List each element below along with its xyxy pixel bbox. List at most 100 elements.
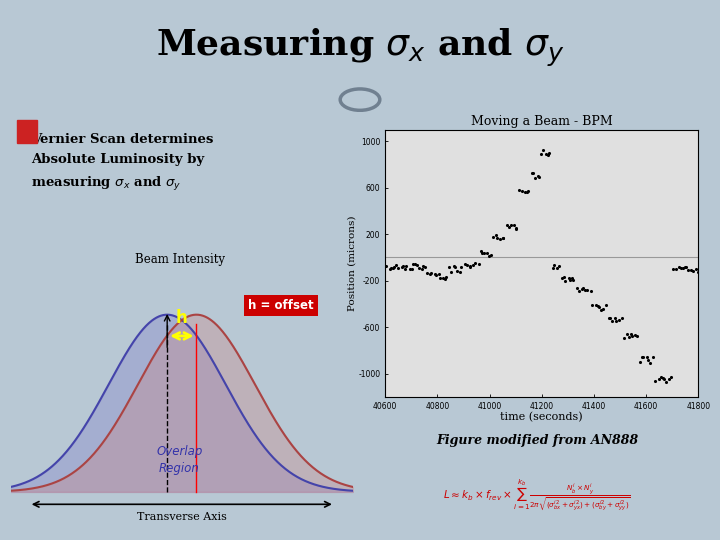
- Point: [548, 261, 559, 270]
- Point: [396, 262, 408, 271]
- Point: [673, 263, 685, 272]
- Point: [685, 266, 697, 274]
- Point: [564, 275, 575, 284]
- Point: [422, 269, 433, 278]
- Point: [445, 267, 456, 276]
- Point: [644, 358, 655, 367]
- Point: [533, 173, 544, 181]
- Point: [692, 267, 703, 276]
- Point: [554, 262, 565, 271]
- Point: [641, 353, 652, 362]
- Point: [536, 150, 547, 158]
- Point: [573, 287, 585, 296]
- Point: [653, 375, 665, 383]
- Point: [603, 314, 614, 322]
- Point: [563, 274, 575, 282]
- Point: [638, 353, 649, 361]
- Point: [556, 274, 567, 282]
- Point: [405, 265, 416, 273]
- Point: [616, 313, 627, 322]
- Point: [577, 285, 588, 293]
- Point: [516, 186, 528, 195]
- Point: [459, 259, 471, 268]
- Point: [400, 262, 412, 271]
- Point: [497, 233, 508, 242]
- Point: [443, 263, 454, 272]
- Point: [469, 259, 481, 267]
- Point: [580, 285, 591, 294]
- Point: [467, 261, 479, 270]
- Point: [629, 330, 640, 339]
- Point: [482, 249, 493, 258]
- Point: [522, 187, 534, 195]
- Point: [658, 375, 670, 383]
- Y-axis label: Position (microns): Position (microns): [348, 215, 357, 311]
- Point: [449, 263, 461, 272]
- Point: [572, 284, 583, 292]
- X-axis label: time (seconds): time (seconds): [500, 412, 583, 422]
- Point: [397, 262, 409, 271]
- Text: Beam Intensity: Beam Intensity: [135, 253, 225, 266]
- Point: [475, 247, 487, 255]
- Point: [690, 264, 701, 273]
- Point: [598, 305, 609, 314]
- Point: [464, 261, 476, 270]
- Point: [566, 273, 577, 282]
- Point: [618, 334, 630, 342]
- Point: [626, 332, 638, 340]
- Title: Moving a Beam - BPM: Moving a Beam - BPM: [471, 116, 613, 129]
- Point: [409, 260, 420, 268]
- Point: [430, 271, 441, 280]
- Point: [585, 287, 597, 296]
- Point: [664, 374, 675, 383]
- Point: [642, 356, 654, 365]
- Point: [400, 265, 411, 274]
- Point: [537, 146, 549, 155]
- Point: [532, 172, 544, 180]
- Point: [660, 377, 672, 386]
- Point: [510, 225, 522, 234]
- Point: [543, 148, 554, 157]
- Point: [540, 150, 552, 159]
- Point: [600, 301, 612, 309]
- Point: [477, 248, 488, 257]
- Text: h: h: [176, 309, 188, 327]
- Point: [657, 374, 669, 383]
- Point: [388, 262, 400, 271]
- Point: [413, 264, 425, 272]
- Point: [688, 267, 699, 276]
- Point: [680, 262, 692, 271]
- Point: [498, 234, 509, 243]
- Point: [416, 265, 428, 273]
- Point: [494, 235, 505, 244]
- Point: [590, 301, 601, 309]
- Point: [683, 266, 694, 274]
- Point: [542, 151, 554, 159]
- Point: [567, 276, 579, 285]
- Point: [406, 265, 418, 274]
- Point: [623, 333, 634, 341]
- Point: [434, 274, 446, 283]
- Bar: [17, 120, 37, 143]
- Point: [649, 377, 661, 386]
- Point: [384, 265, 395, 273]
- Point: [604, 314, 616, 322]
- Point: [392, 264, 404, 273]
- Point: [519, 187, 531, 196]
- Point: [606, 316, 618, 325]
- Point: [478, 248, 490, 257]
- Point: [636, 353, 647, 361]
- Point: [621, 329, 633, 338]
- Point: [440, 273, 451, 281]
- Point: [464, 262, 475, 271]
- Point: [407, 260, 418, 268]
- Point: [508, 221, 519, 230]
- Point: [513, 186, 525, 194]
- Point: [433, 269, 444, 278]
- Point: [625, 330, 636, 339]
- Point: [420, 263, 431, 272]
- Point: [429, 269, 441, 278]
- Text: h = offset: h = offset: [248, 299, 314, 312]
- Point: [439, 274, 451, 283]
- Point: [675, 264, 686, 273]
